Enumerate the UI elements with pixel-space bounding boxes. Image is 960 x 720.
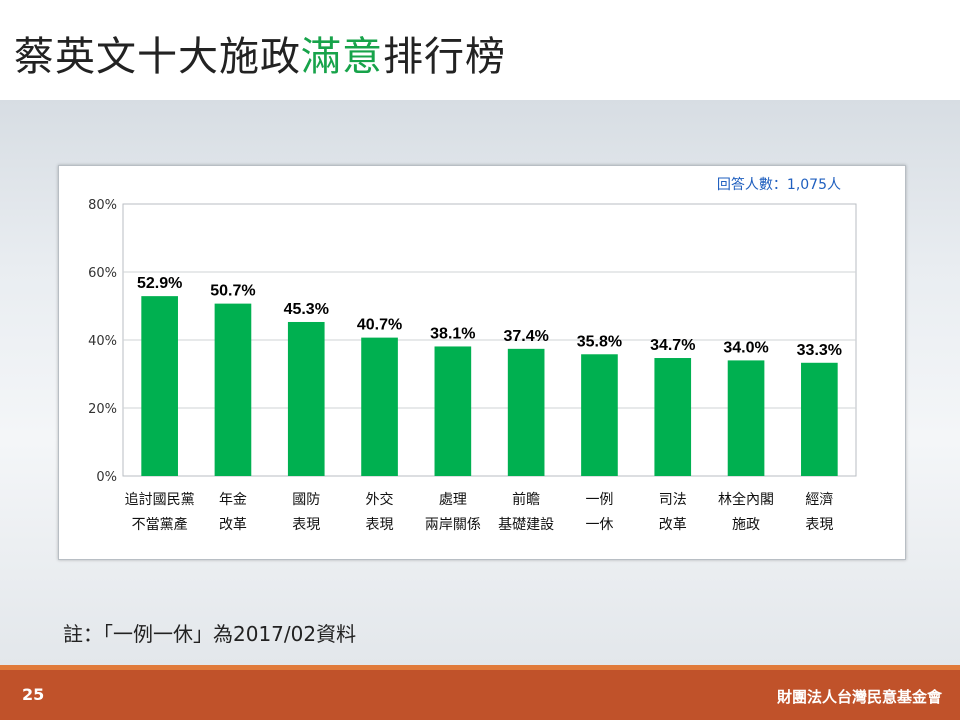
data-label: 35.8%	[577, 333, 622, 350]
title-part-2: 排行榜	[383, 34, 506, 80]
footnote: 註：「一例一休」為2017/02資料	[63, 622, 357, 646]
data-label: 45.3%	[284, 301, 329, 318]
data-label: 34.7%	[650, 337, 695, 354]
category-label: 一休	[585, 517, 613, 533]
bar	[287, 321, 325, 476]
y-tick-label: 60%	[88, 266, 117, 281]
category-label: 處理	[439, 492, 467, 508]
footer-bar: 25 財團法人台灣民意基金會	[0, 665, 960, 720]
bar	[507, 348, 545, 476]
respondents-count: 回答人數：1,075人	[716, 177, 841, 193]
page-number: 25	[22, 685, 45, 704]
slide-title: 蔡英文十大施政滿意排行榜	[14, 24, 506, 82]
category-label: 一例	[585, 492, 613, 508]
bar	[361, 337, 398, 476]
y-tick-label: 20%	[88, 402, 117, 417]
category-label: 國防	[292, 492, 320, 508]
category-label: 施政	[732, 517, 760, 533]
data-label: 37.4%	[503, 328, 548, 345]
category-label: 表現	[805, 517, 833, 533]
category-label: 表現	[366, 517, 394, 533]
bar	[581, 354, 618, 476]
organization-name: 財團法人台灣民意基金會	[776, 688, 942, 706]
category-label: 表現	[292, 517, 320, 533]
bar	[434, 346, 472, 476]
category-label: 前瞻	[512, 491, 540, 508]
data-label: 40.7%	[357, 317, 402, 334]
chart-panel: 回答人數：1,075人 0% 20% 40% 60% 80% 52.9% 追討國民黨不當黨產…	[58, 165, 906, 560]
category-label: 追討國民黨	[125, 492, 195, 508]
title-highlight: 滿意	[301, 34, 383, 80]
bar	[801, 362, 838, 476]
category-label: 不當黨產	[132, 516, 188, 533]
bar	[141, 296, 178, 476]
data-label: 34.0%	[723, 339, 768, 356]
category-label: 年金	[219, 492, 247, 508]
category-label: 改革	[219, 517, 247, 533]
y-tick-label: 40%	[88, 334, 117, 349]
title-part-1: 蔡英文十大施政	[14, 34, 301, 80]
y-tick-label: 80%	[88, 198, 117, 213]
category-label: 林全內閣	[718, 491, 774, 508]
category-label: 外交	[366, 491, 394, 508]
category-label: 司法	[659, 492, 687, 508]
footer-stripe	[0, 665, 960, 670]
data-label: 33.3%	[797, 342, 842, 359]
category-label: 基礎建設	[498, 516, 554, 533]
bar	[214, 303, 252, 476]
data-label: 52.9%	[137, 275, 182, 292]
y-tick-label: 0%	[96, 470, 117, 485]
bar	[727, 360, 765, 476]
data-label: 50.7%	[210, 283, 255, 300]
category-label: 經濟	[805, 492, 833, 508]
category-label: 改革	[659, 517, 687, 533]
bar	[654, 358, 692, 476]
category-label: 兩岸關係	[425, 517, 481, 533]
data-label: 38.1%	[430, 325, 475, 342]
